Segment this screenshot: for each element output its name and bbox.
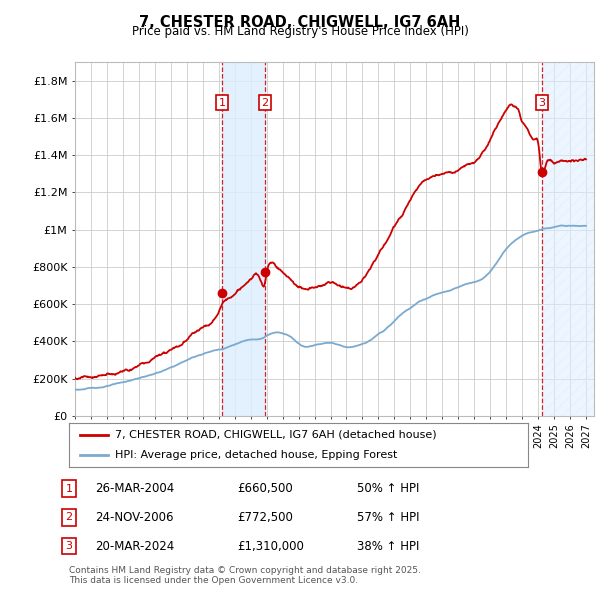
Text: 1: 1 [219,98,226,107]
Text: 7, CHESTER ROAD, CHIGWELL, IG7 6AH (detached house): 7, CHESTER ROAD, CHIGWELL, IG7 6AH (deta… [115,430,437,440]
Text: £772,500: £772,500 [237,511,293,524]
Bar [223,62,265,416]
Text: 7, CHESTER ROAD, CHIGWELL, IG7 6AH: 7, CHESTER ROAD, CHIGWELL, IG7 6AH [139,15,461,30]
Text: 20-MAR-2024: 20-MAR-2024 [95,540,174,553]
Text: 2: 2 [262,98,269,107]
Text: 26-MAR-2004: 26-MAR-2004 [95,482,174,495]
Text: Price paid vs. HM Land Registry's House Price Index (HPI): Price paid vs. HM Land Registry's House … [131,25,469,38]
Text: HPI: Average price, detached house, Epping Forest: HPI: Average price, detached house, Eppi… [115,450,397,460]
Text: Contains HM Land Registry data © Crown copyright and database right 2025.
This d: Contains HM Land Registry data © Crown c… [69,566,421,585]
Text: £1,310,000: £1,310,000 [237,540,304,553]
Bar [542,62,594,416]
Text: 24-NOV-2006: 24-NOV-2006 [95,511,173,524]
Text: 50% ↑ HPI: 50% ↑ HPI [357,482,419,495]
Text: 3: 3 [538,98,545,107]
Text: 38% ↑ HPI: 38% ↑ HPI [357,540,419,553]
Text: 3: 3 [65,542,73,551]
Text: 57% ↑ HPI: 57% ↑ HPI [357,511,419,524]
Text: £660,500: £660,500 [237,482,293,495]
Text: 1: 1 [65,484,73,493]
Text: 2: 2 [65,513,73,522]
